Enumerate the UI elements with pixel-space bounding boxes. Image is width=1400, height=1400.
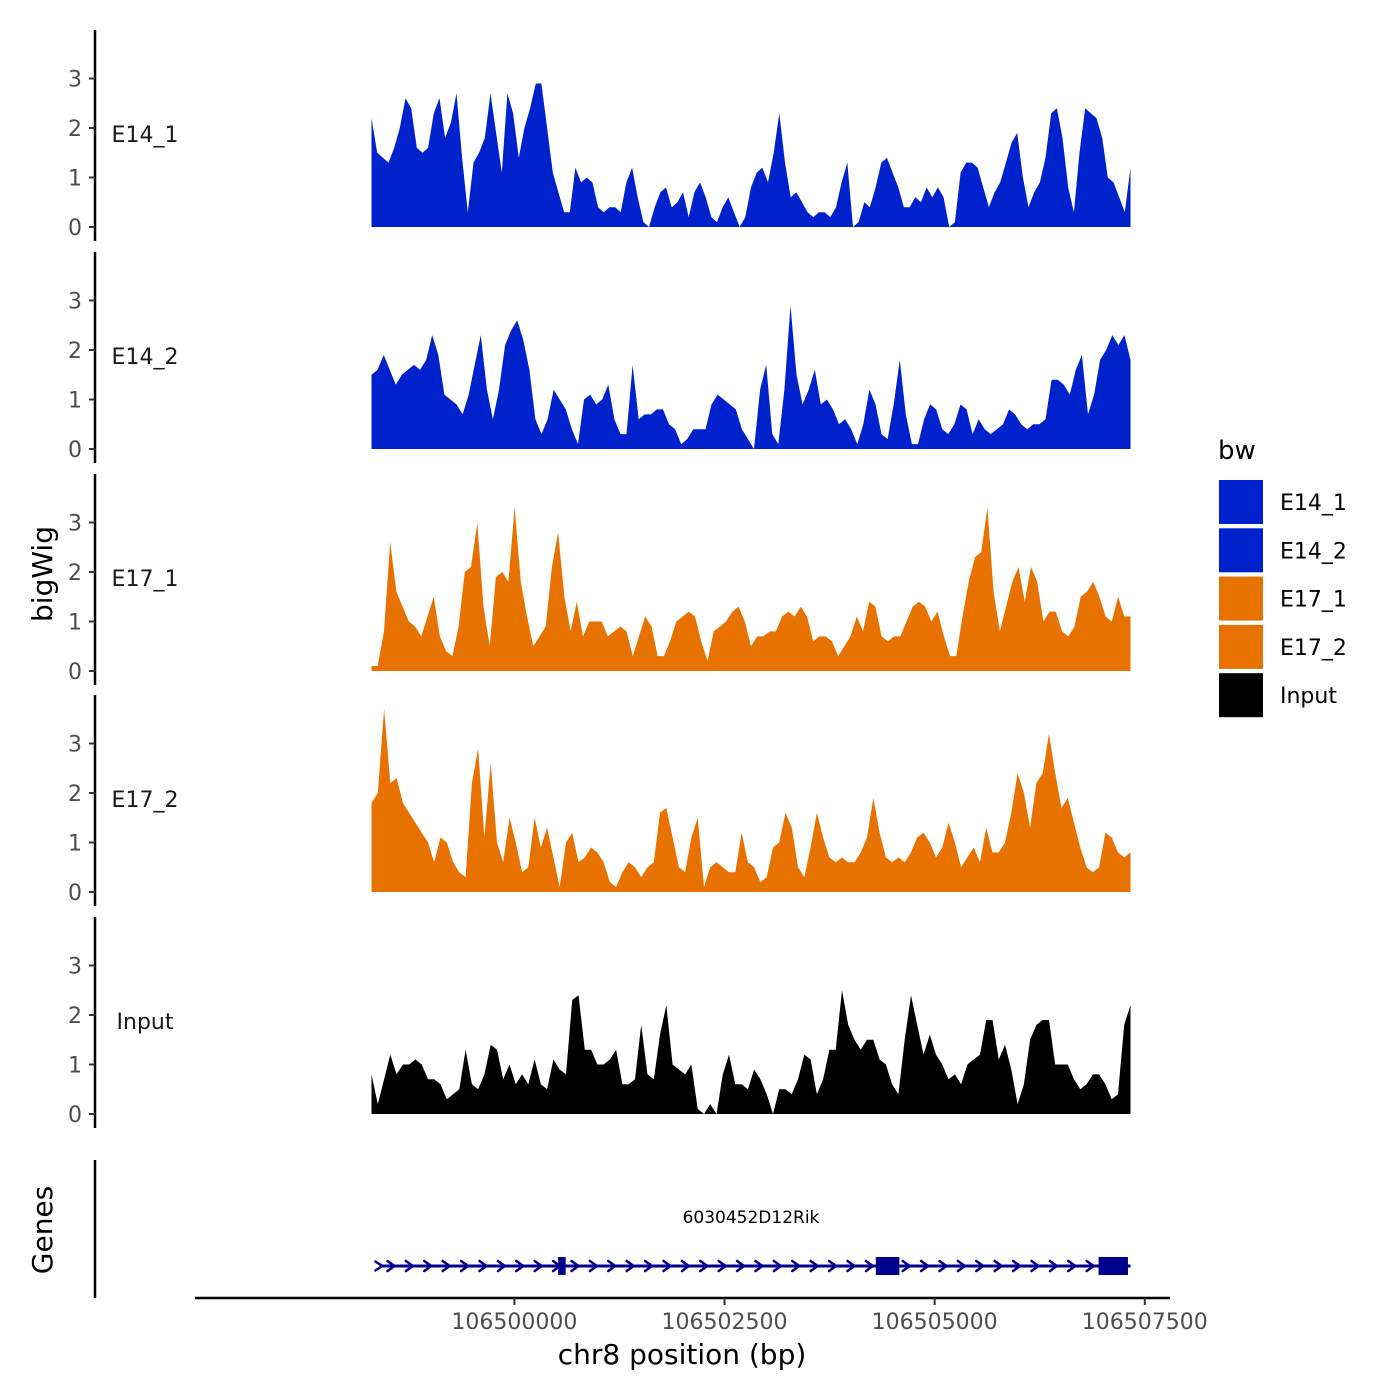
x-tick-label: 106505000	[872, 1310, 998, 1335]
legend: bw E14_1 E14_2 E17_1 E17_2 Input	[1218, 436, 1347, 718]
y-tick-label: 2	[68, 782, 82, 807]
y-tick-label: 0	[68, 881, 82, 906]
gene-strand-chevron	[1067, 1259, 1078, 1273]
y-tick-label: 1	[68, 832, 82, 857]
legend-key-Input	[1219, 673, 1263, 718]
gene-strand-chevron	[754, 1259, 765, 1273]
gene-strand-chevron	[625, 1259, 636, 1273]
y-tick-label: 2	[68, 339, 82, 364]
y-tick-label: 2	[68, 117, 82, 142]
gene-strand-chevron	[791, 1259, 802, 1273]
gene-strand-chevron	[901, 1259, 912, 1273]
legend-label-E14_2: E14_2	[1280, 539, 1347, 564]
y-tick-label: 3	[68, 733, 82, 758]
y-tick-label: 0	[68, 660, 82, 685]
y-tick-label: 0	[68, 438, 82, 463]
gene-strand-chevron	[1048, 1259, 1060, 1273]
y-tick-label: 1	[68, 611, 82, 636]
gene-strand-chevron	[680, 1259, 692, 1273]
gene-strand-chevron	[423, 1259, 434, 1273]
gene-strand-chevron	[386, 1259, 397, 1273]
gene-strand-chevron	[643, 1259, 655, 1273]
gene-strand-chevron	[478, 1259, 489, 1273]
legend-key-E17_1	[1219, 576, 1263, 621]
x-axis-title: chr8 position (bp)	[558, 1338, 807, 1371]
gene-strand-chevron	[919, 1259, 931, 1273]
gene-strand-chevron	[809, 1259, 820, 1273]
gene-strand-chevron	[956, 1259, 968, 1273]
gene-strand-chevron	[404, 1259, 416, 1273]
gene-strand-chevron	[496, 1259, 508, 1273]
gene-exon	[1098, 1257, 1128, 1275]
gene-strand-chevron	[533, 1259, 544, 1273]
gene-exon	[558, 1257, 566, 1275]
gene-strand-chevron	[570, 1259, 581, 1273]
x-tick-label: 106507500	[1082, 1310, 1208, 1335]
legend-key-E14_1	[1219, 480, 1263, 524]
gene-strand-chevron	[1030, 1259, 1041, 1273]
gene-start-marker	[373, 1259, 385, 1273]
x-tick-label: 106500000	[451, 1310, 577, 1335]
x-tick-label: 106502500	[662, 1310, 788, 1335]
gene-strand-chevron	[735, 1259, 747, 1273]
y-tick-label: 3	[68, 68, 82, 93]
y-tick-label: 1	[68, 167, 82, 192]
coverage-area-E17_2	[371, 708, 1131, 892]
legend-key-E14_2	[1219, 528, 1263, 573]
gene-strand-chevron	[1011, 1259, 1023, 1273]
gene-strand-chevron	[772, 1259, 784, 1273]
coverage-tracks: E14_1 E14_2 E17_1 E17_2 Input	[112, 83, 1131, 1114]
gene-strand-chevron	[607, 1259, 618, 1273]
track-y-axes: 0 1 2 3 0 1 2 3 0 1 2 3 0 1 2 3 0 1 2 3	[68, 30, 97, 1128]
legend-label-E14_1: E14_1	[1280, 491, 1347, 516]
legend-label-E17_1: E17_1	[1280, 588, 1347, 613]
y-tick-label: 3	[68, 512, 82, 537]
y-tick-label: 1	[68, 1054, 82, 1079]
y-tick-label: 0	[68, 216, 82, 241]
track-label-Input: Input	[117, 1010, 174, 1035]
gene-strand-chevron	[717, 1259, 728, 1273]
gene-strand-chevron	[662, 1259, 673, 1273]
y-axis-title: bigWig	[26, 526, 59, 622]
coverage-area-E14_2	[371, 305, 1131, 449]
gene-panel: 6030452D12Rik	[93, 1160, 1131, 1298]
gene-strand-chevron	[588, 1259, 600, 1273]
legend-key-E17_2	[1219, 624, 1263, 669]
gene-strand-chevron	[699, 1259, 710, 1273]
gene-strand-chevron	[515, 1259, 526, 1273]
gene-panel-title: Genes	[26, 1186, 59, 1274]
legend-label-E17_2: E17_2	[1280, 636, 1347, 661]
gene-strand-chevron	[938, 1259, 949, 1273]
y-tick-label: 3	[68, 955, 82, 980]
gene-strand-chevron	[864, 1259, 876, 1273]
legend-title: bw	[1218, 436, 1256, 466]
gene-strand-chevron	[827, 1259, 839, 1273]
legend-label-Input: Input	[1280, 684, 1337, 709]
y-tick-label: 2	[68, 561, 82, 586]
y-tick-label: 2	[68, 1004, 82, 1029]
track-label-E17_2: E17_2	[112, 788, 179, 813]
gene-strand-chevron	[1085, 1259, 1096, 1273]
gene-strand-chevron	[459, 1259, 471, 1273]
track-label-E14_1: E14_1	[112, 123, 179, 148]
track-label-E14_2: E14_2	[112, 345, 179, 370]
coverage-area-Input	[371, 990, 1131, 1114]
gene-exon	[875, 1257, 900, 1275]
coverage-area-E14_1	[371, 83, 1131, 227]
x-axis: 106500000 106502500 106505000 106507500	[195, 1296, 1208, 1335]
gene-strand-chevron	[441, 1259, 452, 1273]
y-tick-label: 3	[68, 290, 82, 315]
gene-strand-chevron	[846, 1259, 857, 1273]
coverage-area-E17_1	[371, 507, 1131, 671]
gene-strand-chevron	[975, 1259, 986, 1273]
y-tick-label: 1	[68, 389, 82, 414]
gene-strand-chevron	[993, 1259, 1004, 1273]
gene-name-label: 6030452D12Rik	[683, 1208, 820, 1228]
y-tick-label: 0	[68, 1103, 82, 1128]
track-label-E17_1: E17_1	[112, 567, 179, 592]
